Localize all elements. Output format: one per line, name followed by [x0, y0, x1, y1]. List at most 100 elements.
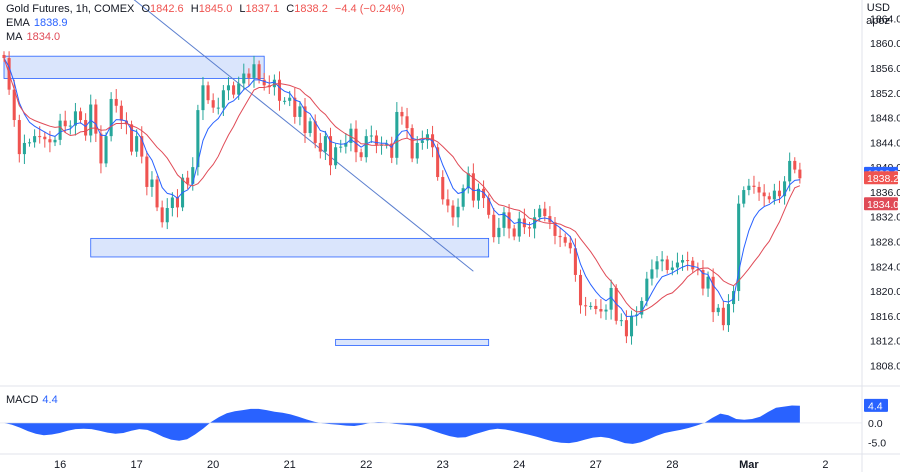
price-tick-label: 1820.0 [870, 286, 900, 298]
candle-body [446, 199, 450, 206]
candle-body [130, 124, 134, 152]
candle-body [670, 267, 674, 270]
candle-body [303, 106, 307, 134]
price-tick-label: 1848.0 [870, 113, 900, 125]
candle-body [242, 73, 246, 84]
candle [568, 235, 572, 254]
candle [405, 107, 409, 138]
candle [277, 71, 282, 111]
candle [48, 130, 52, 153]
candle [175, 189, 179, 218]
candle-body [114, 98, 118, 106]
candle [216, 97, 220, 115]
candle-body [783, 181, 787, 197]
candle [196, 104, 200, 176]
candle [114, 89, 118, 113]
candle-body [706, 276, 710, 289]
zones [3, 55, 490, 346]
candle [293, 87, 297, 124]
candle [584, 296, 588, 316]
price-tick-label: 1856.0 [870, 63, 900, 75]
candle-body [221, 90, 225, 108]
candle [451, 200, 455, 226]
candle [553, 216, 557, 245]
candles [2, 51, 802, 345]
candle-body [288, 97, 292, 101]
candle [578, 269, 583, 314]
candle [165, 198, 169, 230]
candle-body [747, 185, 751, 191]
candle [89, 94, 93, 143]
candle [665, 255, 669, 274]
candle [349, 123, 353, 152]
candle-body [726, 304, 730, 326]
indicator-lines [3, 57, 801, 318]
candle [130, 120, 134, 156]
candle-body [211, 100, 215, 108]
candle [369, 125, 373, 143]
candle-body [318, 142, 322, 152]
candle [119, 100, 123, 130]
candle [186, 170, 190, 190]
candle-body [201, 85, 205, 111]
candle [783, 176, 787, 205]
price-tick-label: 1864.0 [870, 13, 900, 25]
candle [160, 200, 164, 228]
candle-body [262, 79, 266, 86]
candle-body [451, 205, 455, 218]
candle [425, 129, 429, 149]
candle [252, 55, 256, 88]
candle [517, 211, 521, 242]
ema-legend[interactable]: EMA 1838.9 [6, 16, 68, 30]
candle [629, 310, 634, 345]
candle-body [645, 278, 649, 301]
candle-body [165, 208, 169, 223]
candle-body [686, 260, 690, 262]
candle [150, 171, 154, 197]
candle-body [716, 307, 720, 313]
ma-legend[interactable]: MA 1834.0 [6, 30, 60, 44]
high-value: 1845.0 [198, 3, 233, 15]
candle-body [701, 269, 705, 289]
candle-body [461, 188, 465, 207]
candle-body [257, 64, 261, 80]
candle-body [619, 320, 623, 322]
candle [283, 97, 287, 105]
candle [242, 63, 246, 91]
zone-2 [335, 338, 490, 346]
candle-body [369, 135, 373, 137]
candle-body [216, 107, 220, 109]
candle-body [359, 152, 363, 158]
candle [385, 139, 389, 149]
candle [619, 313, 623, 327]
candle-body [334, 147, 338, 166]
macd-legend[interactable]: MACD 4.4 [6, 394, 58, 406]
candle-body [313, 121, 317, 143]
candle-body [226, 85, 231, 91]
candle-body [650, 269, 654, 279]
candle [201, 76, 205, 121]
candle [33, 129, 37, 148]
candle-body [522, 218, 526, 228]
candle-body [436, 147, 440, 178]
candle [793, 157, 797, 174]
candle-body [767, 196, 771, 200]
unit-currency: USD [866, 2, 890, 14]
candle [53, 136, 57, 147]
price-tick-label: 1852.0 [870, 88, 900, 100]
time-tick-label: 27 [590, 459, 602, 471]
candle [390, 136, 394, 164]
macd-tick-label: 0.0 [868, 418, 883, 430]
currency-unit: USD apoz [866, 2, 890, 28]
candle [599, 299, 603, 319]
candle-body [482, 188, 486, 199]
price-tag-label: 1834.0 [867, 199, 899, 211]
low-label: L [239, 3, 246, 15]
candle-body [543, 208, 547, 217]
candle [318, 133, 322, 159]
symbol-title[interactable]: Gold Futures, 1h, COMEX [6, 3, 135, 15]
candle-body [466, 173, 470, 189]
candle [298, 101, 302, 126]
candle-body [124, 120, 128, 125]
